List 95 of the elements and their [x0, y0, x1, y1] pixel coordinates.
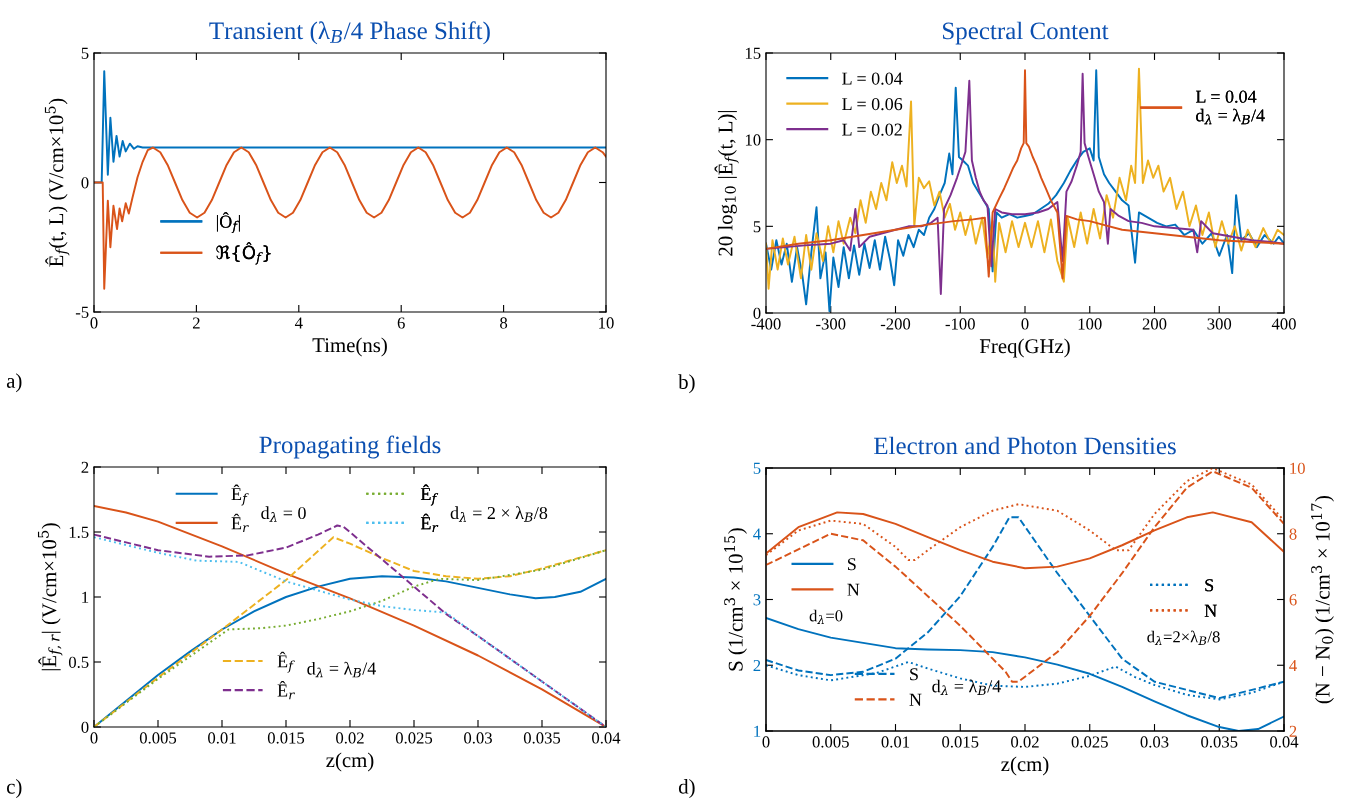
x-tick-label: 10 — [599, 317, 614, 329]
y-tick-label: 2 — [753, 660, 761, 672]
y-tick-label: 10 — [745, 134, 761, 146]
legend-label: Ê$_{r}$ — [420, 513, 439, 533]
y-axis-title: 20 log$_{10}$ |Ê$_{f}$(t, L)| — [714, 111, 739, 256]
y-tick-label: 15 — [745, 47, 761, 59]
legend-label: N — [847, 583, 860, 596]
x-tick-label: -200 — [880, 318, 911, 330]
text: a) — [6, 373, 22, 393]
y-tick-label: 5 — [753, 221, 761, 233]
chart-title: Propagating fields — [259, 435, 441, 459]
x-tick-label: 0.02 — [336, 732, 364, 744]
legend-label: S — [910, 668, 918, 681]
x-tick-label: 0.015 — [267, 732, 305, 744]
legend-label: Ê$_{f}$ — [277, 651, 295, 673]
x-tick-label: -100 — [945, 318, 975, 330]
annotation: d$_{λ}$=0 — [809, 609, 843, 624]
x-tick-label: 100 — [1078, 318, 1102, 330]
legend-label: |Ô$_{f}$| — [216, 212, 240, 234]
x-tick-label: 0.025 — [1071, 736, 1108, 748]
legend-label: Ê$_{f}$ — [420, 484, 439, 506]
text: b) — [678, 374, 695, 394]
x-tick-label: 2 — [192, 317, 200, 329]
legend-label: S — [847, 558, 856, 571]
x-tick-label: 8 — [500, 317, 508, 329]
x-tick-label: 0.035 — [523, 732, 561, 744]
x-tick-label: 0.015 — [942, 736, 979, 748]
y-tick-label: 4 — [753, 528, 761, 540]
x-axis-title: Time(ns) — [312, 337, 387, 357]
x-tick-label: 0.04 — [592, 732, 621, 744]
x-axis-title: z(cm) — [1001, 756, 1049, 776]
x-tick-label: 0.005 — [812, 736, 849, 748]
legend-label: Ê$_{r}$ — [231, 513, 249, 533]
y-tick-label: 5 — [81, 47, 89, 59]
x-tick-label: 0 — [762, 736, 770, 748]
x-tick-label: 0.03 — [464, 732, 492, 744]
annotation: d$_{λ}$ = λ$_{B}$/4 — [307, 661, 376, 678]
y-tick-label: 5 — [753, 462, 761, 474]
y2-tick-label: 8 — [1289, 528, 1297, 540]
y-axis-title: Ê$_{f}$(t, L) (V/cm×10$^{5}$) — [44, 98, 70, 267]
x-tick-label: 4 — [294, 317, 303, 329]
y-axis-title: S (1/cm$^{3}$ × 10$^{15}$) — [724, 528, 747, 671]
y2-tick-label: 6 — [1289, 594, 1297, 606]
y-axis-title: |Ê$_{f,r}$| (V/cm×10$^{5}$) — [37, 523, 63, 671]
chart-title: Spectral Content — [943, 21, 1109, 45]
annotation: d$_{λ}$ = 0 — [261, 506, 306, 522]
y-tick-label: 1 — [82, 591, 89, 603]
x-tick-label: 0 — [90, 732, 98, 744]
x-axis-title: z(cm) — [326, 752, 374, 772]
x-tick-label: -400 — [751, 318, 781, 330]
legend-label: N — [1204, 604, 1217, 617]
x-tick-label: 0.01 — [208, 732, 236, 744]
annotation: d$_{λ}$ = λ$_{B}$/4 — [932, 679, 1001, 696]
x-tick-label: 6 — [397, 317, 405, 329]
y-tick-label: 1 — [754, 725, 761, 737]
annotation: d$_{λ}$=2×λ$_{B}$/8 — [1147, 630, 1220, 645]
x-axis-title: Freq(GHz) — [979, 338, 1070, 358]
legend-label: L = 0.04 d$_{λ}$ = λ$_{B}$/4 — [1195, 90, 1265, 125]
text: c) — [6, 779, 22, 798]
y2-tick-label: 4 — [1289, 660, 1297, 672]
y-tick-label: 0 — [81, 721, 89, 733]
y-tick-label: 0.5 — [68, 656, 89, 669]
x-tick-label: 300 — [1207, 318, 1232, 330]
legend-label: L = 0.02 — [842, 123, 902, 136]
y-tick-label: 0 — [753, 307, 761, 319]
x-tick-label: 0.03 — [1140, 736, 1169, 748]
legend-label: L = 0.04 — [842, 72, 903, 85]
y2-axis-title: (N − N$_{0}$) (1/cm$^{3}$ × 10$^{17}$) — [1311, 495, 1334, 704]
y-tick-label: 0 — [81, 177, 89, 189]
legend-label: Ê$_{f}$ — [231, 484, 249, 506]
text: d) — [678, 779, 695, 798]
chart-title: Transient (λ$_{B}$/4 Phase Shift) — [209, 21, 490, 45]
y2-tick-label: 10 — [1290, 462, 1305, 474]
x-tick-label: 0.005 — [139, 732, 177, 744]
y-tick-label: -5 — [75, 306, 89, 318]
x-tick-label: 0.01 — [881, 736, 910, 748]
annotation: d$_{λ}$ = 2 × λ$_{B}$/8 — [450, 506, 548, 522]
x-tick-label: 0.02 — [1011, 736, 1039, 748]
legend-label: ℜ{Ô$_{f}$} — [216, 242, 271, 265]
x-tick-label: 200 — [1142, 318, 1167, 330]
x-tick-label: 0 — [90, 317, 98, 329]
x-tick-label: 0.035 — [1201, 736, 1238, 748]
y-tick-label: 1.5 — [69, 526, 89, 539]
y-tick-label: 3 — [753, 594, 761, 606]
x-tick-label: 400 — [1271, 318, 1296, 330]
x-tick-label: 0 — [1021, 318, 1029, 330]
chart-title: Electron and Photon Densities — [874, 436, 1176, 455]
legend-label: L = 0.06 — [842, 97, 903, 111]
x-tick-label: -300 — [816, 318, 846, 330]
legend-label: Ê$_{r}$ — [277, 680, 295, 700]
y-tick-label: 2 — [81, 461, 89, 473]
x-tick-label: 0.04 — [1270, 736, 1299, 748]
legend-label: N — [909, 693, 922, 706]
x-tick-label: 0.025 — [395, 732, 433, 744]
legend-label: S — [1205, 579, 1214, 592]
